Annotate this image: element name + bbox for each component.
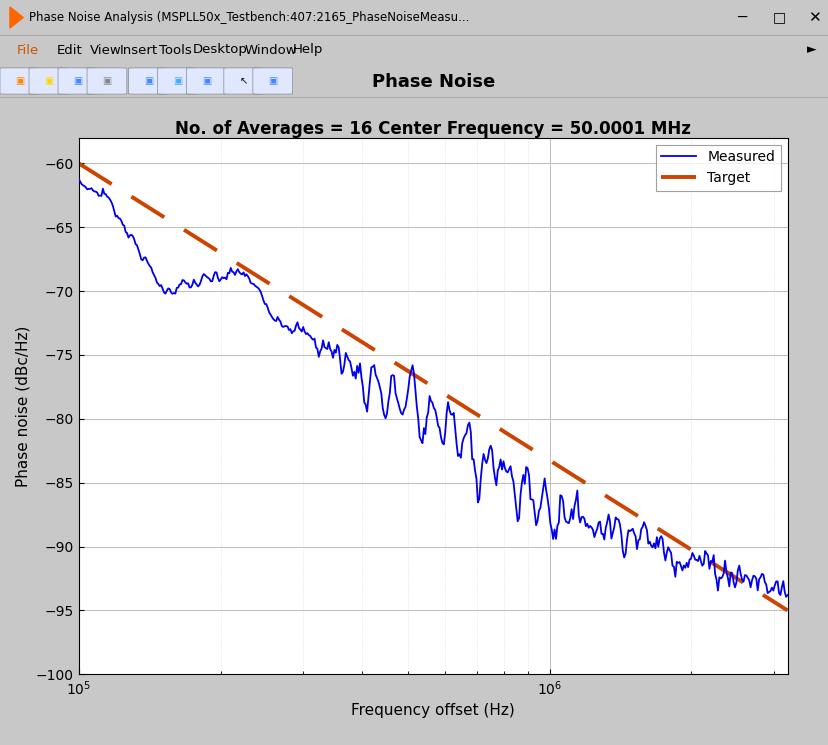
Measured: [457, 439, 467, 448]
FancyBboxPatch shape: [87, 68, 127, 94]
FancyBboxPatch shape: [58, 68, 98, 94]
Text: Edit: Edit: [56, 43, 82, 57]
Text: Insert: Insert: [120, 43, 158, 57]
Text: ▣: ▣: [143, 76, 153, 86]
FancyBboxPatch shape: [0, 68, 40, 94]
X-axis label: Frequency offset (Hz): Frequency offset (Hz): [351, 703, 514, 718]
Measured: [414, 433, 424, 442]
Text: ▣: ▣: [102, 76, 112, 86]
FancyBboxPatch shape: [186, 68, 226, 94]
Text: Help: Help: [292, 43, 323, 57]
Measured: [780, 592, 790, 601]
Text: Tools: Tools: [159, 43, 192, 57]
Text: ✕: ✕: [806, 10, 820, 25]
Text: ─: ─: [736, 10, 746, 25]
Text: ▣: ▣: [73, 76, 83, 86]
Text: ▣: ▣: [44, 76, 54, 86]
FancyBboxPatch shape: [253, 68, 292, 94]
Text: ▣: ▣: [267, 76, 277, 86]
FancyBboxPatch shape: [224, 68, 263, 94]
Text: ▣: ▣: [15, 76, 25, 86]
Text: ↖: ↖: [239, 76, 248, 86]
FancyBboxPatch shape: [128, 68, 168, 94]
Text: View: View: [89, 43, 121, 57]
Polygon shape: [10, 7, 23, 28]
Measured: [654, 534, 664, 543]
Text: ▣: ▣: [172, 76, 182, 86]
Text: File: File: [17, 43, 39, 57]
Measured: [410, 386, 420, 395]
Measured: [495, 455, 505, 464]
FancyBboxPatch shape: [29, 68, 69, 94]
Text: ►: ►: [806, 43, 816, 57]
Text: Window: Window: [244, 43, 296, 57]
Text: ▣: ▣: [201, 76, 211, 86]
Legend: Measured, Target: Measured, Target: [655, 145, 780, 191]
Text: Desktop: Desktop: [193, 43, 248, 57]
Measured: [782, 591, 792, 600]
Y-axis label: Phase noise (dBc/Hz): Phase noise (dBc/Hz): [16, 326, 31, 486]
Measured: [74, 174, 84, 183]
Text: □: □: [772, 10, 785, 25]
Title: No. of Averages = 16 Center Frequency = 50.0001 MHz: No. of Averages = 16 Center Frequency = …: [175, 120, 691, 138]
Line: Measured: Measured: [79, 179, 787, 597]
Text: Phase Noise Analysis (MSPLL50x_Testbench:407:2165_PhaseNoiseMeasu...: Phase Noise Analysis (MSPLL50x_Testbench…: [29, 11, 469, 24]
Text: Phase Noise: Phase Noise: [371, 73, 494, 91]
Measured: [764, 586, 774, 595]
FancyBboxPatch shape: [157, 68, 197, 94]
